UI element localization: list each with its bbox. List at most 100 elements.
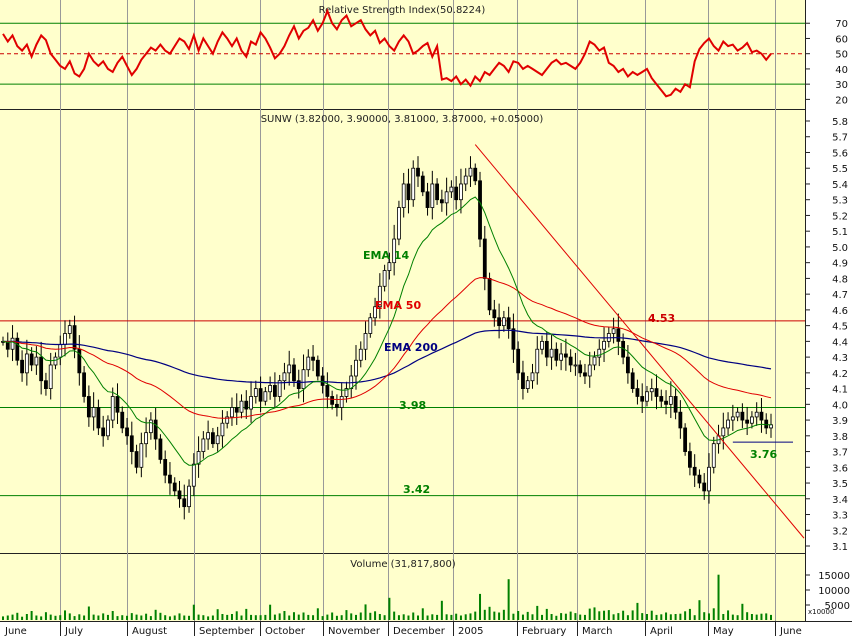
price-tick-label: 4.5 [832,322,848,333]
volume-bar [431,614,434,620]
price-bar-body [568,356,573,366]
price-tick-label: 3.2 [832,526,848,537]
price-bar-body [325,385,330,397]
price-bar-body [292,364,296,382]
price-bar-body [158,438,163,460]
volume-bar [750,614,753,620]
price-bar-body [177,490,182,500]
volume-bar [521,614,524,620]
price-tick-label: 3.3 [832,511,848,522]
price-bar-body [544,340,549,358]
price-bar-body [435,183,439,201]
volume-bar [230,614,233,620]
volume-bar [746,612,749,620]
price-bar-body [29,353,34,366]
price-bar-body [468,167,473,177]
volume-bar [579,614,582,620]
month-label: May [713,626,734,636]
price-tick-label: 4.1 [832,385,848,396]
price-bar-body [144,432,149,445]
price-bar-body [196,451,201,465]
volume-bar [707,613,710,620]
volume-bar [78,614,81,620]
month-label: September [199,626,255,636]
price-bar-body [587,364,592,377]
price-tick-label: 4.9 [832,259,848,270]
price-bar-body [740,411,745,421]
price-tick-label: 3.9 [832,416,848,427]
price-bar-body [339,396,344,408]
price-bar-body [77,348,82,374]
price-bar-body [640,396,645,402]
price-bar-body [311,356,315,361]
price-bar-body [592,356,597,366]
volume-bar [25,614,28,620]
volume-bar [402,614,405,620]
volume-bar [331,612,334,620]
volume-bar [250,614,253,620]
price-bar-body [201,438,206,452]
volume-bar [450,614,453,620]
volume-bar [211,615,214,620]
rsi-chart: Relative Strength Index(50.8224) 20 30 40 5… [0,5,848,106]
volume-bar [226,614,229,620]
price-bar-body [449,186,454,193]
level-376-label: 3.76 [750,448,777,461]
price-tick-label: 5.7 [832,133,848,144]
volume-tick-label: 5000 [825,601,850,612]
price-bar-body [358,348,363,361]
month-label: June [779,626,802,636]
volume-bar [426,615,429,620]
price-bar-body [482,238,487,279]
volume-bar [159,612,162,620]
volume-bar [374,611,377,620]
price-bar-body [368,317,373,334]
price-bar-body [730,416,735,421]
price-bar-body [20,359,24,374]
volume-bar [755,614,758,620]
price-bar-body [268,385,273,393]
volume-bar [502,609,505,620]
price-tick-label: 4.0 [832,400,848,411]
price-bar-body [258,388,263,402]
price-bar-body [129,435,134,452]
volume-bar [531,614,534,620]
volume-bar [130,613,133,620]
volume-bar [378,614,381,620]
price-bar-body [459,183,463,201]
price-bar-body [750,416,754,424]
rsi-y-ticks: 20 30 40 50 60 70 [805,19,848,106]
volume-bar [92,614,95,620]
price-bar-body [554,348,559,361]
volume-bar [550,614,553,620]
volume-bar [335,615,338,620]
price-bar-body [754,411,759,418]
volume-bar [383,615,386,620]
price-tick-label: 3.7 [832,448,848,459]
volume-bar [192,604,195,620]
rsi-panel [0,0,805,109]
price-bar-body [282,372,287,382]
volume-bar [512,613,515,620]
price-bar-body [153,419,158,440]
price-bar-body [34,356,39,366]
price-bar-body [301,369,306,389]
volume-bar [49,614,52,620]
price-bar-body [487,278,492,311]
price-bar-body [148,419,153,434]
volume-bar [407,615,410,620]
price-bar-body [106,419,110,437]
price-bar-body [721,427,726,437]
volume-bar [354,614,357,620]
price-bar-body [225,416,230,424]
price-bar-body [377,285,382,308]
volume-bar [717,574,720,620]
price-bar-body [72,325,77,350]
price-bar-body [139,443,144,468]
price-bar-body [602,340,606,350]
price-bar-body [234,407,239,413]
volume-bar [703,612,706,620]
price-bar-body [191,463,196,487]
price-tick-label: 3.4 [832,495,848,506]
volume-bar [312,615,315,620]
